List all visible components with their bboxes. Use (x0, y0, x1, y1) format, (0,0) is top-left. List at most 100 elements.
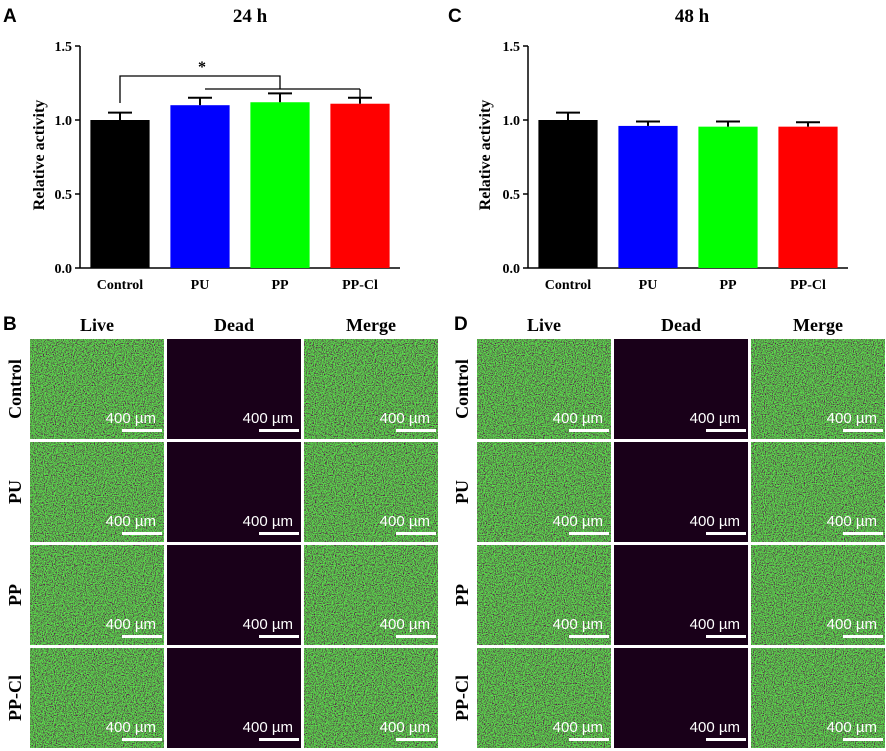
scale-bar (122, 532, 162, 535)
micrograph-texture (477, 648, 611, 748)
y-tick-label: 1.0 (503, 114, 521, 129)
x-tick-label: PP (271, 278, 289, 293)
micrograph-texture (304, 339, 438, 439)
scale-bar-label: 400 µm (690, 616, 740, 633)
column-heading-live: Live (527, 315, 561, 335)
row-label-pp-cl: PP-Cl (5, 675, 25, 721)
row-label-control: Control (452, 359, 472, 419)
x-tick-label: Control (545, 278, 592, 293)
micrograph-texture (30, 339, 164, 439)
micrograph-grid-48h: Live Dead Merge Control 400 µm 400 µm 400 µm PU… (452, 315, 885, 748)
y-axis-label: Relative activity (477, 100, 494, 211)
bar-pp (698, 126, 758, 268)
scale-bar (569, 429, 609, 432)
scale-bar (122, 738, 162, 741)
significance-bracket (119, 75, 281, 103)
scale-bar (259, 738, 299, 741)
chart-48h: 48 h Relative activity 0.0 0.5 1.0 1.5 Contr… (477, 6, 848, 293)
micrograph-texture (30, 648, 164, 748)
column-heading-merge: Merge (346, 315, 396, 335)
column-heading-merge: Merge (793, 315, 843, 335)
scale-bar (706, 738, 746, 741)
y-tick-label: 1.0 (55, 114, 73, 129)
row-label-pu: PU (452, 480, 472, 504)
micrograph-texture (30, 442, 164, 542)
scale-bar (569, 738, 609, 741)
micrograph-texture (304, 648, 438, 748)
row-label-pu: PU (5, 480, 25, 504)
scale-bar-label: 400 µm (243, 410, 293, 427)
scale-bar (843, 738, 883, 741)
micrograph-texture (477, 339, 611, 439)
row-label-control: Control (5, 359, 25, 419)
row-label-pp-cl: PP-Cl (452, 675, 472, 721)
micrograph-texture (167, 339, 301, 439)
scale-bar-label: 400 µm (106, 719, 156, 736)
scale-bar-label: 400 µm (553, 513, 603, 530)
scale-bar (706, 429, 746, 432)
micrograph-texture (30, 545, 164, 645)
micrograph-texture (751, 442, 885, 542)
x-tick-label: Control (97, 278, 144, 293)
scale-bar (569, 532, 609, 535)
scale-bar (396, 532, 436, 535)
bar-control (90, 120, 150, 268)
column-heading-dead: Dead (661, 315, 701, 335)
chart-title: 24 h (233, 6, 268, 27)
micrograph-texture (304, 545, 438, 645)
x-tick-label: PU (191, 278, 210, 293)
micrograph-texture (751, 545, 885, 645)
y-tick-label: 0.0 (503, 262, 521, 277)
scale-bar-label: 400 µm (380, 719, 430, 736)
chart-24h: 24 h Relative activity 0.0 0.5 1.0 1.5 Contr… (31, 6, 400, 293)
x-tick-label: PP (719, 278, 737, 293)
y-tick-label: 1.5 (55, 40, 73, 55)
scale-bar-label: 400 µm (106, 513, 156, 530)
scale-bar-label: 400 µm (690, 513, 740, 530)
scale-bar-label: 400 µm (827, 616, 877, 633)
micrograph-texture (167, 545, 301, 645)
scale-bar-label: 400 µm (553, 719, 603, 736)
bar-pp-cl (330, 103, 390, 268)
panel-letter-c: C (448, 6, 462, 27)
significance-star: * (198, 59, 206, 76)
x-tick-label: PU (639, 278, 658, 293)
scale-bar (396, 635, 436, 638)
row-label-pp: PP (5, 584, 25, 606)
y-tick-label: 0.0 (55, 262, 73, 277)
micrograph-texture (614, 339, 748, 439)
column-heading-dead: Dead (214, 315, 254, 335)
micrograph-texture (304, 442, 438, 542)
scale-bar-label: 400 µm (827, 513, 877, 530)
bar-pu (170, 105, 230, 268)
panel-letter-a: A (3, 6, 17, 27)
scale-bar (259, 532, 299, 535)
column-heading-live: Live (80, 315, 114, 335)
micrograph-texture (477, 442, 611, 542)
scale-bar (122, 429, 162, 432)
scale-bar-label: 400 µm (243, 513, 293, 530)
row-label-pp: PP (452, 584, 472, 606)
panel-letter-b: B (3, 314, 17, 335)
bar-pp-cl (778, 126, 838, 268)
chart-title: 48 h (675, 6, 710, 27)
scale-bar-label: 400 µm (243, 719, 293, 736)
scale-bar (706, 532, 746, 535)
micrograph-texture (751, 339, 885, 439)
scale-bar-label: 400 µm (106, 616, 156, 633)
scale-bar (259, 635, 299, 638)
y-tick-label: 1.5 (503, 40, 521, 55)
scale-bar (122, 635, 162, 638)
scale-bar-label: 400 µm (106, 410, 156, 427)
scale-bar-label: 400 µm (553, 410, 603, 427)
scale-bar-label: 400 µm (553, 616, 603, 633)
micrograph-texture (614, 442, 748, 542)
micrograph-grid-24h: Live Dead Merge Control 400 µm 400 µm 400 µm PU… (5, 315, 438, 748)
scale-bar-label: 400 µm (380, 410, 430, 427)
y-axis-label: Relative activity (31, 100, 48, 211)
scale-bar-label: 400 µm (690, 719, 740, 736)
scale-bar (569, 635, 609, 638)
micrograph-texture (167, 442, 301, 542)
bar-control (538, 120, 598, 268)
micrograph-texture (477, 545, 611, 645)
